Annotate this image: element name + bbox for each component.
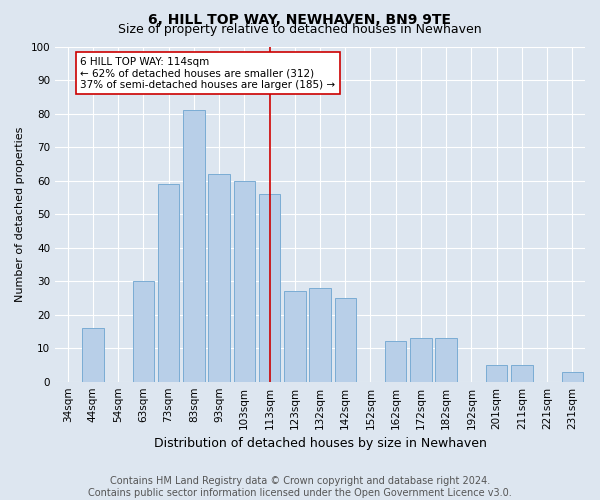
X-axis label: Distribution of detached houses by size in Newhaven: Distribution of detached houses by size …	[154, 437, 487, 450]
Bar	[259, 194, 280, 382]
Bar	[511, 365, 533, 382]
Bar	[436, 338, 457, 382]
Bar	[335, 298, 356, 382]
Bar	[385, 342, 406, 382]
Bar	[309, 288, 331, 382]
Text: Contains HM Land Registry data © Crown copyright and database right 2024.
Contai: Contains HM Land Registry data © Crown c…	[88, 476, 512, 498]
Text: 6 HILL TOP WAY: 114sqm
← 62% of detached houses are smaller (312)
37% of semi-de: 6 HILL TOP WAY: 114sqm ← 62% of detached…	[80, 56, 335, 90]
Text: 6, HILL TOP WAY, NEWHAVEN, BN9 9TE: 6, HILL TOP WAY, NEWHAVEN, BN9 9TE	[149, 12, 452, 26]
Bar	[233, 180, 255, 382]
Bar	[284, 291, 305, 382]
Bar	[158, 184, 179, 382]
Bar	[486, 365, 508, 382]
Text: Size of property relative to detached houses in Newhaven: Size of property relative to detached ho…	[118, 22, 482, 36]
Bar	[410, 338, 431, 382]
Bar	[183, 110, 205, 382]
Bar	[562, 372, 583, 382]
Bar	[82, 328, 104, 382]
Bar	[208, 174, 230, 382]
Y-axis label: Number of detached properties: Number of detached properties	[15, 126, 25, 302]
Bar	[133, 281, 154, 382]
